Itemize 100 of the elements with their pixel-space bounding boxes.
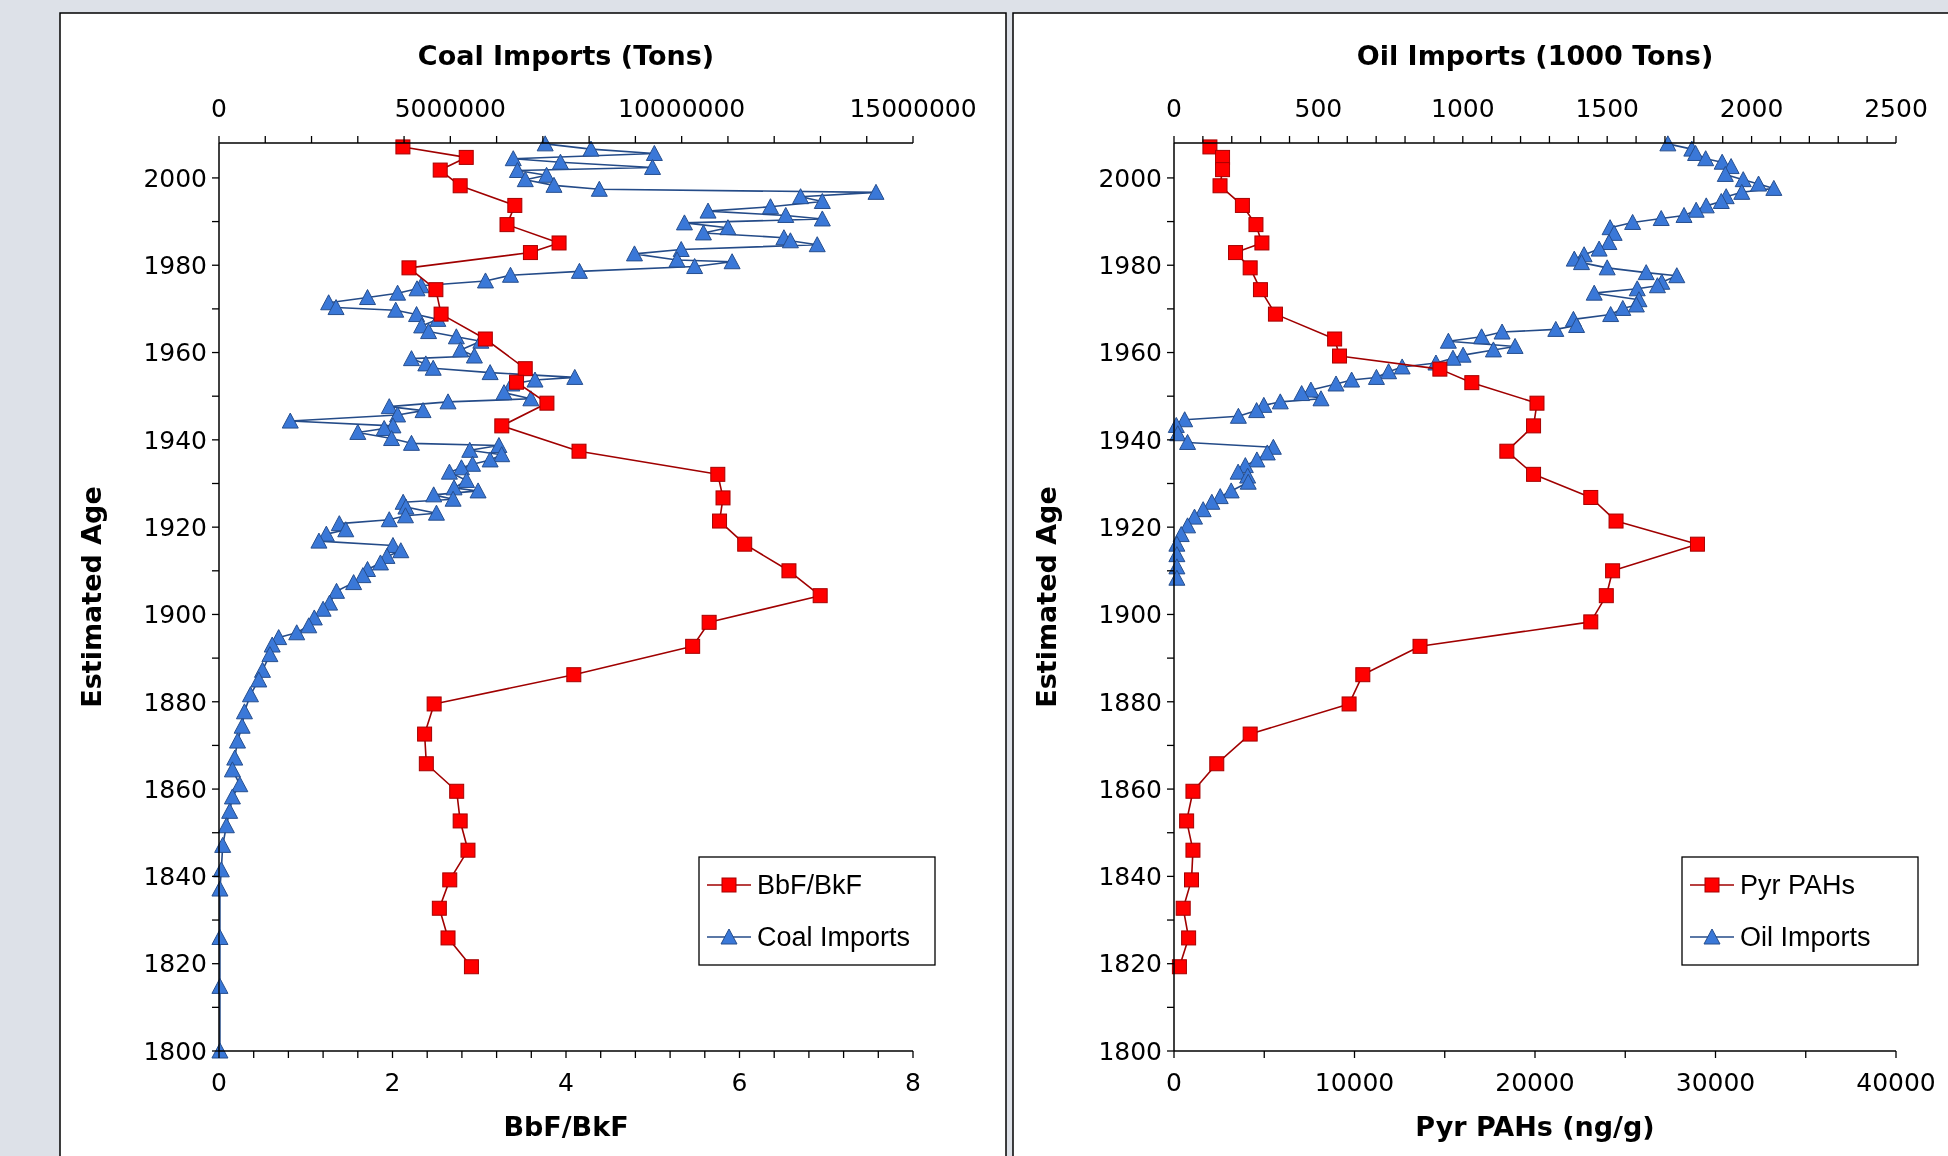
point: [1185, 783, 1201, 799]
point: [1526, 466, 1542, 482]
y-tick-label: 1940: [1098, 425, 1162, 455]
x-axis-title: Pyr PAHs (ng/g): [1415, 1111, 1655, 1142]
point: [551, 235, 567, 251]
y-axis-title: Estimated Age: [1031, 486, 1062, 708]
x2-tick-label: 0: [211, 94, 227, 123]
x2-tick-label: 2000: [1719, 94, 1784, 123]
point: [1228, 245, 1244, 261]
y-tick-label: 1900: [1098, 600, 1162, 630]
x-tick-label: 6: [731, 1068, 748, 1097]
y-tick-label: 1840: [1098, 862, 1162, 892]
point: [395, 139, 411, 155]
y-tick-label: 1860: [143, 774, 207, 804]
point: [1432, 361, 1448, 377]
point: [571, 443, 587, 459]
x-tick-label: 40000: [1856, 1068, 1936, 1097]
point: [1175, 900, 1191, 916]
point: [1181, 930, 1197, 946]
y-tick-label: 1820: [143, 949, 207, 979]
x2-tick-label: 2500: [1864, 94, 1928, 123]
point: [710, 466, 726, 482]
point: [499, 217, 515, 233]
point: [1242, 260, 1258, 276]
point: [507, 197, 523, 213]
x-tick-label: 0: [1166, 1068, 1182, 1097]
point: [1234, 197, 1250, 213]
point: [509, 374, 525, 390]
x-axis-title: BbF/BkF: [503, 1111, 629, 1142]
y-tick-label: 2000: [1098, 163, 1162, 193]
y-tick-label: 1940: [143, 425, 207, 455]
point: [1267, 306, 1283, 322]
point: [685, 638, 701, 654]
x-tick-label: 4: [558, 1068, 574, 1097]
point: [701, 614, 717, 630]
point: [442, 872, 458, 888]
point: [460, 842, 476, 858]
x2-tick-label: 5000000: [394, 94, 507, 123]
point: [1689, 536, 1705, 552]
y-tick-label: 1820: [1098, 949, 1162, 979]
x2-tick-label: 15000000: [849, 94, 977, 123]
point: [477, 331, 493, 347]
point: [1499, 443, 1515, 459]
x-tick-label: 10000: [1314, 1068, 1395, 1097]
point: [1605, 563, 1621, 579]
y-axis-title: Estimated Age: [76, 486, 107, 708]
point: [428, 282, 444, 298]
point: [812, 588, 828, 604]
point: [1202, 139, 1218, 155]
point: [539, 395, 555, 411]
point: [522, 245, 538, 261]
y-tick-label: 1980: [1098, 250, 1162, 280]
x2-tick-label: 1000: [1430, 94, 1495, 123]
y-tick-label: 2000: [143, 163, 207, 193]
point: [1248, 217, 1264, 233]
x-tick-label: 0: [211, 1068, 227, 1097]
x2-tick-label: 1500: [1575, 94, 1640, 123]
x2-tick-label: 500: [1294, 94, 1343, 123]
point: [426, 696, 442, 712]
y-tick-label: 1800: [143, 1036, 207, 1066]
point: [458, 149, 474, 165]
y-tick-label: 1980: [143, 250, 207, 280]
point: [1332, 348, 1348, 364]
point: [417, 726, 433, 742]
point: [1252, 282, 1268, 298]
point: [1327, 331, 1343, 347]
x2-tick-label: 0: [1166, 94, 1182, 123]
y-tick-label: 1960: [143, 338, 207, 368]
x2-axis-title: Coal Imports (Tons): [417, 40, 715, 71]
point: [433, 306, 449, 322]
point: [781, 563, 797, 579]
point: [1583, 614, 1599, 630]
point: [452, 813, 468, 829]
point: [1598, 588, 1614, 604]
x-tick-label: 30000: [1675, 1068, 1756, 1097]
point: [494, 418, 510, 434]
y-tick-label: 1840: [143, 862, 207, 892]
point: [463, 959, 479, 975]
point: [1412, 638, 1428, 654]
y-tick-label: 1880: [1098, 687, 1162, 717]
legend-label: Oil Imports: [1740, 922, 1871, 953]
point: [1242, 726, 1258, 742]
point: [1464, 375, 1480, 391]
y-tick-label: 1860: [1098, 774, 1162, 804]
point: [452, 178, 468, 194]
point: [737, 536, 753, 552]
point: [1215, 162, 1231, 178]
point: [1254, 235, 1270, 251]
y-tick-label: 1900: [143, 600, 207, 630]
x-tick-label: 20000: [1495, 1068, 1575, 1097]
point: [1212, 178, 1228, 194]
point: [1608, 513, 1624, 529]
point: [712, 513, 728, 529]
point: [715, 490, 731, 506]
point: [566, 667, 582, 683]
x-tick-label: 8: [905, 1068, 921, 1097]
x2-axis-title: Oil Imports (1000 Tons): [1356, 40, 1714, 71]
point: [401, 260, 417, 276]
point: [1209, 756, 1225, 772]
legend-label: Coal Imports: [757, 922, 911, 953]
